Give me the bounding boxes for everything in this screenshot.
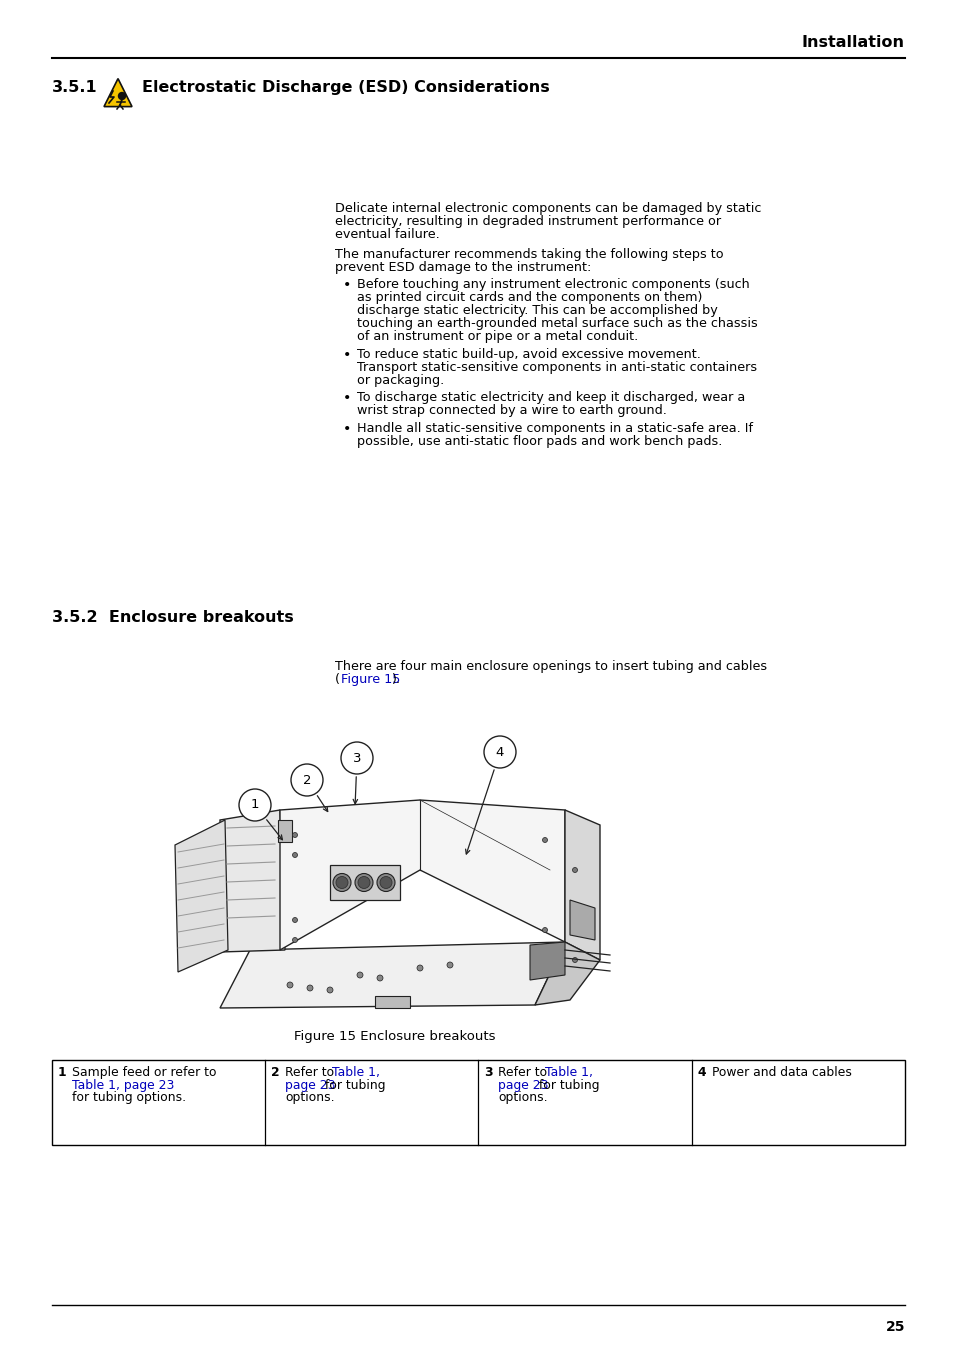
Circle shape	[483, 736, 516, 768]
Text: Electrostatic Discharge (ESD) Considerations: Electrostatic Discharge (ESD) Considerat…	[142, 80, 549, 94]
Polygon shape	[530, 942, 564, 980]
Text: Figure 15: Figure 15	[341, 674, 400, 686]
Text: Figure 15 Enclosure breakouts: Figure 15 Enclosure breakouts	[294, 1030, 496, 1044]
Bar	[52, 1060, 904, 1145]
Text: possible, use anti-static floor pads and work bench pads.: possible, use anti-static floor pads and…	[356, 435, 721, 448]
Circle shape	[355, 873, 373, 891]
Text: To reduce static build-up, avoid excessive movement.: To reduce static build-up, avoid excessi…	[356, 348, 700, 360]
Text: Table 1,: Table 1,	[544, 1066, 592, 1079]
Circle shape	[447, 963, 453, 968]
Text: for tubing: for tubing	[534, 1079, 598, 1092]
Circle shape	[379, 876, 392, 888]
Text: of an instrument or pipe or a metal conduit.: of an instrument or pipe or a metal cond…	[356, 329, 638, 343]
Bar	[375, 996, 410, 1008]
Text: wrist strap connected by a wire to earth ground.: wrist strap connected by a wire to earth…	[356, 405, 666, 417]
Text: 2: 2	[271, 1066, 279, 1079]
Text: 1: 1	[251, 798, 259, 811]
Polygon shape	[174, 819, 228, 972]
Text: •: •	[343, 392, 351, 405]
Text: as printed circuit cards and the components on them): as printed circuit cards and the compone…	[356, 290, 701, 304]
Text: 1: 1	[58, 1066, 67, 1079]
Text: Installation: Installation	[801, 35, 904, 50]
Polygon shape	[220, 810, 285, 952]
Circle shape	[333, 873, 351, 891]
Text: electricity, resulting in degraded instrument performance or: electricity, resulting in degraded instr…	[335, 215, 720, 228]
Text: •: •	[343, 348, 351, 362]
Text: 4: 4	[496, 745, 503, 759]
Polygon shape	[569, 900, 595, 940]
Text: •: •	[343, 423, 351, 436]
Text: The manufacturer recommends taking the following steps to: The manufacturer recommends taking the f…	[335, 247, 723, 261]
Circle shape	[293, 852, 297, 857]
Polygon shape	[535, 942, 599, 1004]
Text: Before touching any instrument electronic components (such: Before touching any instrument electroni…	[356, 278, 749, 290]
Circle shape	[357, 876, 370, 888]
Text: Sample feed or refer to: Sample feed or refer to	[71, 1066, 216, 1079]
Circle shape	[542, 927, 547, 933]
Polygon shape	[220, 942, 564, 1008]
Circle shape	[356, 972, 363, 977]
Text: or packaging.: or packaging.	[356, 374, 444, 387]
Circle shape	[335, 876, 348, 888]
Circle shape	[376, 975, 382, 981]
Text: 2: 2	[302, 774, 311, 787]
Text: 3.5.2  Enclosure breakouts: 3.5.2 Enclosure breakouts	[52, 610, 294, 625]
Text: Refer to: Refer to	[498, 1066, 551, 1079]
Circle shape	[291, 764, 323, 796]
Text: Refer to: Refer to	[285, 1066, 338, 1079]
Circle shape	[542, 837, 547, 842]
Circle shape	[293, 833, 297, 837]
Text: (: (	[335, 674, 339, 686]
Circle shape	[239, 788, 271, 821]
Circle shape	[416, 965, 422, 971]
Text: 3: 3	[353, 752, 361, 764]
Text: To discharge static electricity and keep it discharged, wear a: To discharge static electricity and keep…	[356, 392, 744, 405]
Text: 3.5.1: 3.5.1	[52, 80, 97, 94]
Text: Delicate internal electronic components can be damaged by static: Delicate internal electronic components …	[335, 202, 760, 215]
Text: options.: options.	[285, 1091, 335, 1104]
Circle shape	[118, 93, 126, 100]
Circle shape	[376, 873, 395, 891]
Circle shape	[293, 937, 297, 942]
Polygon shape	[564, 810, 599, 960]
Circle shape	[293, 918, 297, 922]
Text: discharge static electricity. This can be accomplished by: discharge static electricity. This can b…	[356, 304, 717, 317]
Text: ).: ).	[390, 674, 399, 686]
Circle shape	[307, 986, 313, 991]
Circle shape	[572, 868, 577, 872]
Circle shape	[287, 981, 293, 988]
Bar	[330, 865, 399, 900]
Text: prevent ESD damage to the instrument:: prevent ESD damage to the instrument:	[335, 261, 591, 274]
Text: There are four main enclosure openings to insert tubing and cables: There are four main enclosure openings t…	[335, 660, 766, 674]
Text: page 23: page 23	[498, 1079, 548, 1092]
Text: touching an earth-grounded metal surface such as the chassis: touching an earth-grounded metal surface…	[356, 317, 757, 329]
Text: Handle all static-sensitive components in a static-safe area. If: Handle all static-sensitive components i…	[356, 423, 752, 435]
Text: Transport static-sensitive components in anti-static containers: Transport static-sensitive components in…	[356, 360, 757, 374]
Text: Power and data cables: Power and data cables	[711, 1066, 851, 1079]
Text: Table 1,: Table 1,	[332, 1066, 379, 1079]
Circle shape	[327, 987, 333, 994]
Polygon shape	[280, 801, 564, 950]
Text: 3: 3	[484, 1066, 493, 1079]
Text: eventual failure.: eventual failure.	[335, 228, 439, 242]
Circle shape	[340, 743, 373, 774]
Polygon shape	[104, 78, 132, 107]
Text: •: •	[343, 278, 351, 292]
Circle shape	[572, 957, 577, 963]
Text: options.: options.	[498, 1091, 548, 1104]
Text: 4: 4	[697, 1066, 705, 1079]
Text: Table 1, page 23: Table 1, page 23	[71, 1079, 174, 1092]
Text: for tubing: for tubing	[321, 1079, 385, 1092]
Bar	[277, 819, 292, 842]
Text: 25: 25	[884, 1320, 904, 1334]
Text: for tubing options.: for tubing options.	[71, 1091, 186, 1104]
Text: page 23: page 23	[285, 1079, 335, 1092]
